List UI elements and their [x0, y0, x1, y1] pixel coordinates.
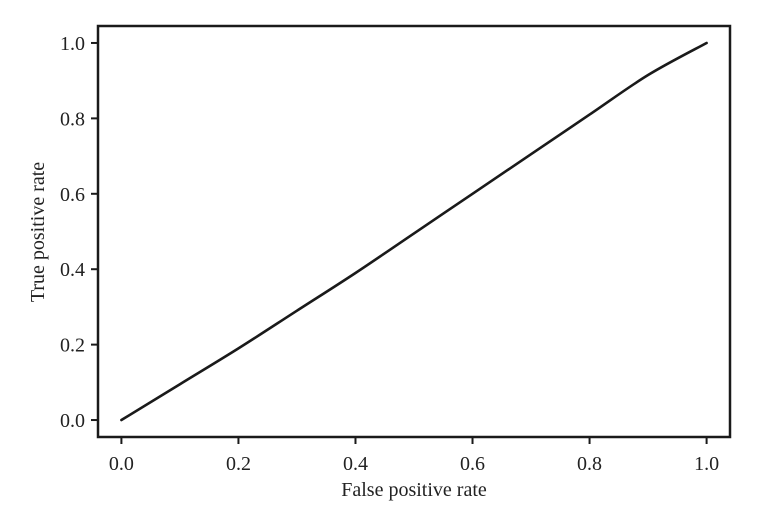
y-tick-label: 0.0 [60, 410, 85, 432]
x-tick-label: 0.4 [343, 453, 368, 475]
x-tick-label: 1.0 [694, 453, 719, 475]
x-tick-label: 0.2 [226, 453, 251, 475]
series-lines [120, 41, 708, 422]
plot-frame [96, 24, 732, 439]
y-tick-label: 0.4 [60, 259, 85, 281]
y-axis: 0.0 0.2 0.4 0.6 0.8 1.0 [60, 33, 98, 432]
roc-curve [120, 41, 708, 422]
y-tick-label: 0.2 [60, 335, 85, 357]
x-axis-title: False positive rate [341, 479, 487, 501]
x-axis: 0.0 0.2 0.4 0.6 0.8 1.0 [109, 437, 719, 475]
x-tick-label: 0.8 [577, 453, 602, 475]
y-tick-label: 0.8 [60, 108, 85, 130]
x-tick-label: 0.6 [460, 453, 485, 475]
y-tick-label: 1.0 [60, 33, 85, 55]
y-tick-label: 0.6 [60, 184, 85, 206]
x-tick-label: 0.0 [109, 453, 134, 475]
y-axis-title: True positive rate [27, 162, 49, 302]
